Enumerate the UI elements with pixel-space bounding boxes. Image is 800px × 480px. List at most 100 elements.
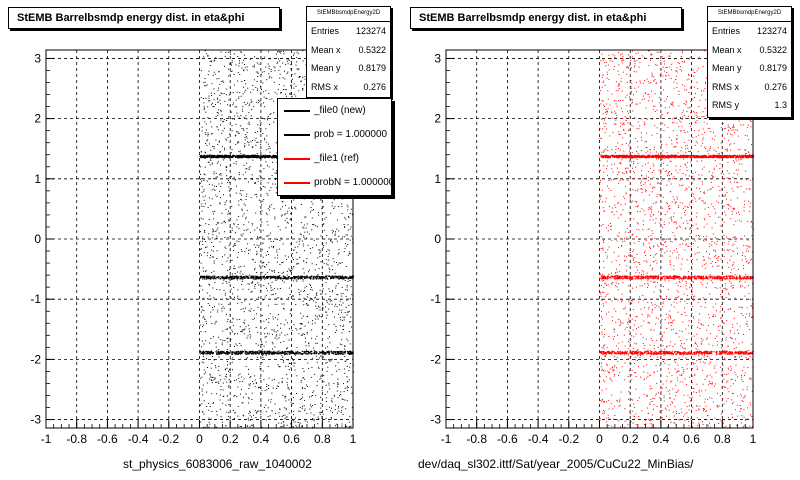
scatter-point (279, 288, 281, 289)
scatter-point (231, 273, 233, 275)
scatter-point (231, 351, 233, 353)
scatter-point (227, 51, 229, 53)
scatter-point (643, 260, 645, 262)
scatter-point (227, 213, 229, 215)
scatter-point (256, 275, 258, 277)
scatter-point (342, 302, 344, 304)
scatter-point (289, 350, 291, 352)
scatter-point (259, 366, 261, 368)
scatter-point (688, 78, 690, 80)
scatter-point (247, 228, 249, 230)
scatter-point (692, 407, 694, 409)
scatter-point (333, 394, 335, 396)
scatter-point (248, 169, 250, 170)
scatter-point (350, 226, 352, 228)
scatter-point (241, 376, 243, 378)
scatter-point (336, 423, 338, 425)
scatter-point (680, 217, 682, 219)
scatter-point (248, 277, 250, 279)
scatter-point (256, 156, 258, 158)
scatter-point (220, 173, 222, 174)
scatter-point (208, 277, 210, 279)
scatter-point (660, 213, 662, 215)
scatter-point (248, 288, 250, 290)
scatter-point (316, 361, 318, 363)
scatter-point (257, 88, 259, 90)
scatter-point (319, 252, 321, 254)
scatter-point (210, 92, 212, 94)
scatter-point (234, 135, 236, 137)
scatter-point (334, 233, 336, 235)
scatter-point (205, 134, 207, 135)
scatter-point (240, 426, 242, 427)
scatter-point (279, 277, 281, 279)
scatter-point (296, 61, 298, 63)
scatter-point (311, 210, 313, 211)
scatter-point (228, 370, 229, 372)
scatter-point (326, 362, 328, 363)
scatter-point (342, 351, 344, 353)
scatter-point (337, 352, 339, 354)
scatter-point (340, 353, 342, 355)
scatter-point (295, 351, 297, 353)
scatter-point (206, 323, 207, 325)
scatter-point (306, 277, 308, 279)
scatter-point (251, 276, 253, 278)
scatter-point (294, 354, 296, 356)
scatter-point (324, 218, 326, 220)
scatter-point (290, 244, 292, 246)
scatter-point (255, 182, 257, 184)
scatter-point (311, 263, 313, 265)
scatter-point (326, 391, 328, 393)
scatter-point (742, 381, 744, 383)
scatter-point (636, 343, 638, 345)
scatter-point (337, 283, 339, 284)
scatter-point (254, 352, 257, 354)
scatter-point (730, 128, 732, 130)
scatter-point (230, 71, 232, 72)
scatter-point (295, 328, 297, 329)
scatter-point (263, 71, 265, 73)
scatter-point (262, 242, 264, 244)
scatter-point (617, 234, 619, 236)
scatter-point (210, 205, 212, 206)
scatter-point (251, 222, 253, 224)
scatter-point (216, 350, 218, 352)
scatter-point (213, 277, 215, 279)
scatter-point (300, 278, 302, 280)
scatter-point (601, 285, 602, 287)
scatter-point (260, 277, 262, 279)
scatter-point (210, 376, 212, 378)
scatter-point (260, 275, 262, 277)
scatter-point (344, 356, 346, 357)
scatter-point (206, 144, 208, 146)
scatter-point (213, 71, 215, 73)
scatter-point (238, 215, 240, 217)
scatter-point (240, 277, 242, 279)
scatter-point (247, 181, 249, 183)
scatter-point (288, 256, 289, 258)
scatter-point (255, 155, 257, 157)
x-tick-label: 0.4 (253, 432, 270, 446)
scatter-point (237, 155, 239, 157)
scatter-point (290, 367, 292, 369)
scatter-point (338, 406, 339, 408)
scatter-point (309, 396, 310, 398)
scatter-point (247, 425, 249, 427)
scatter-point (209, 284, 211, 286)
scatter-point (286, 60, 288, 62)
scatter-point (287, 277, 289, 279)
scatter-point (305, 262, 307, 263)
scatter-point (283, 353, 285, 355)
scatter-point (253, 79, 255, 81)
scatter-point (261, 249, 263, 251)
scatter-point (223, 194, 224, 196)
scatter-point (246, 357, 248, 359)
scatter-point (222, 402, 224, 404)
scatter-point (301, 80, 303, 82)
scatter-point (225, 277, 227, 280)
scatter-point (288, 59, 290, 61)
scatter-point (216, 289, 218, 290)
scatter-point (202, 289, 204, 291)
scatter-point (288, 339, 290, 341)
